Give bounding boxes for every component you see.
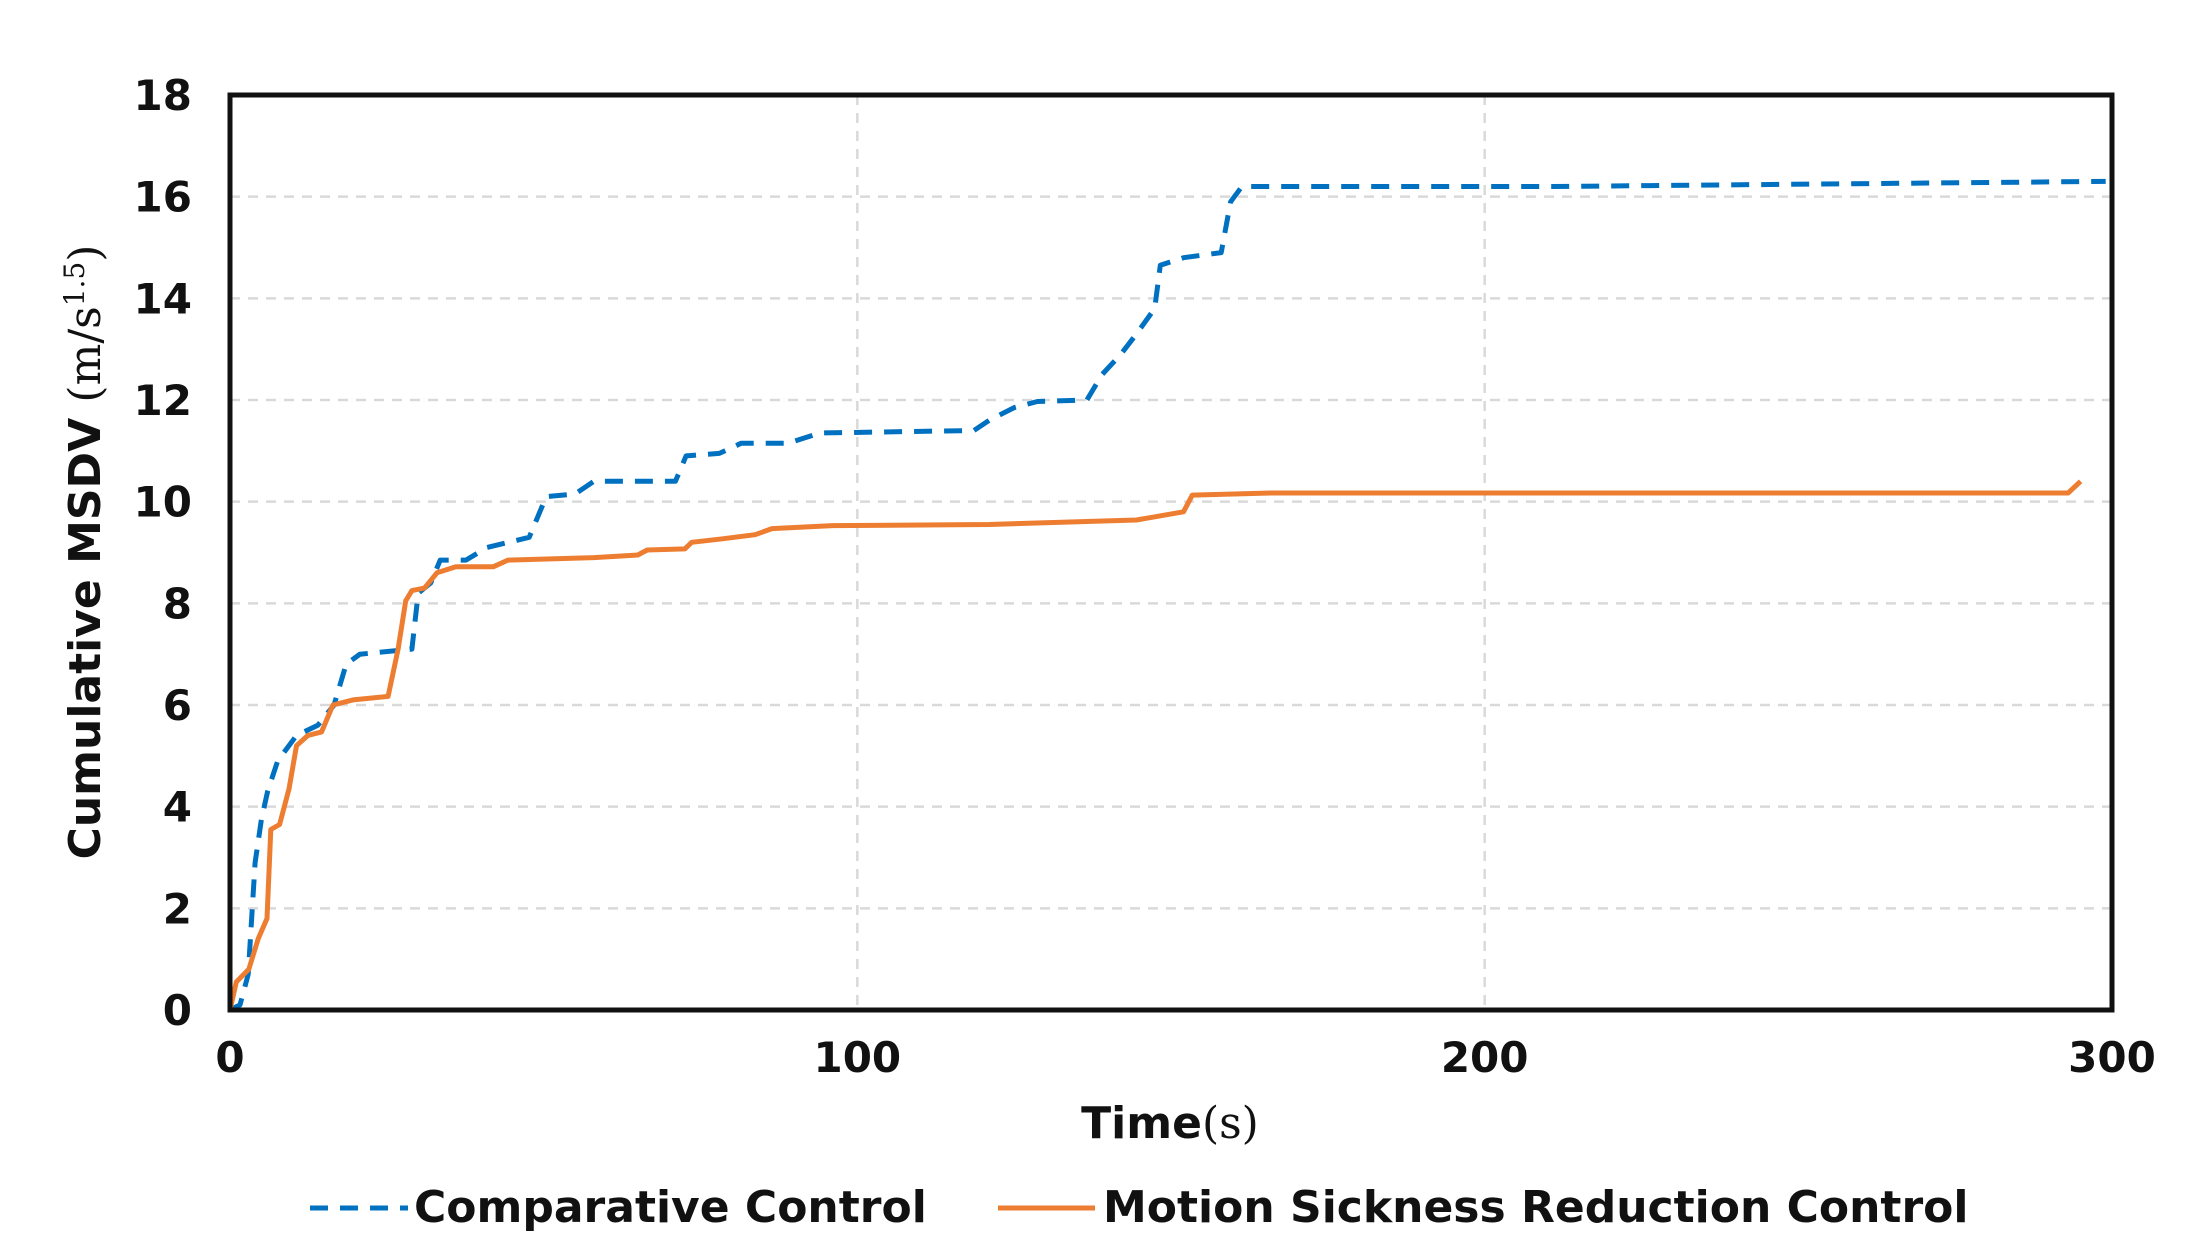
series-line-0 xyxy=(228,178,2106,1013)
y-tick-label: 16 xyxy=(134,173,192,222)
y-tick-labels: 0 2 4 6 8 10 12 14 16 18 xyxy=(134,71,192,1035)
y-axis-label-unit-close: ) xyxy=(60,245,111,262)
y-tick-label: 4 xyxy=(163,783,192,832)
plot-frame xyxy=(227,92,2115,1013)
y-axis-label-text: Cumulative MSDV xyxy=(60,403,111,860)
y-tick-label: 6 xyxy=(163,681,192,730)
x-tick-label: 300 xyxy=(2068,1033,2156,1082)
y-axis-label: Cumulative MSDV (m/s1.5) xyxy=(58,245,111,860)
y-tick-label: 12 xyxy=(134,376,192,425)
x-axis-label-text: Time xyxy=(1081,1098,1202,1149)
x-axis-label: Time(s) xyxy=(1081,1098,1259,1149)
legend: Comparative Control Motion Sickness Redu… xyxy=(310,1182,1968,1233)
y-tick-label: 0 xyxy=(163,986,192,1035)
gridlines xyxy=(230,95,2112,1010)
x-tick-labels: 0 100 200 300 xyxy=(215,1033,2155,1082)
legend-label-motion-sickness: Motion Sickness Reduction Control xyxy=(1103,1182,1968,1233)
x-tick-label: 200 xyxy=(1441,1033,1529,1082)
series-lines xyxy=(227,178,2106,1013)
y-tick-label: 10 xyxy=(134,478,192,527)
x-axis-label-unit: (s) xyxy=(1202,1098,1259,1149)
y-axis-label-unit-exponent: 1.5 xyxy=(58,262,91,307)
x-tick-label: 0 xyxy=(215,1033,244,1082)
x-tick-label: 100 xyxy=(813,1033,901,1082)
series-line-1 xyxy=(227,479,2083,1011)
y-axis-label-unit: (m/s xyxy=(60,306,111,402)
y-tick-label: 14 xyxy=(134,274,192,323)
y-tick-label: 18 xyxy=(134,71,192,120)
y-tick-label: 8 xyxy=(163,579,192,628)
y-tick-label: 2 xyxy=(163,884,192,933)
legend-label-comparative: Comparative Control xyxy=(414,1182,927,1233)
